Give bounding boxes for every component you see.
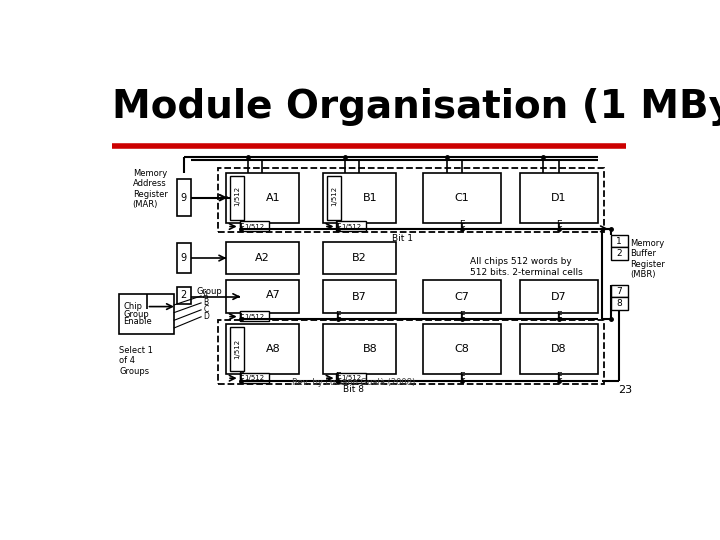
Bar	[520, 280, 598, 313]
Text: 8: 8	[616, 299, 622, 308]
Text: D8: D8	[551, 345, 567, 354]
Text: Memory
Address
Register
(MAR): Memory Address Register (MAR)	[132, 168, 168, 209]
Text: D: D	[203, 312, 209, 321]
Bar	[230, 176, 244, 220]
Text: Memory
Buffer
Register
(MBR): Memory Buffer Register (MBR)	[630, 239, 665, 279]
Text: All chips 512 words by: All chips 512 words by	[469, 256, 572, 266]
Text: E: E	[238, 372, 244, 381]
Text: Module Organisation (1 MByte): Module Organisation (1 MByte)	[112, 88, 720, 126]
Bar	[323, 280, 396, 313]
Text: D1: D1	[551, 193, 567, 202]
Text: B2: B2	[352, 253, 366, 263]
Text: 1/512: 1/512	[234, 186, 240, 206]
Bar	[611, 298, 628, 309]
Text: A1: A1	[266, 193, 281, 202]
Bar	[611, 235, 628, 247]
Text: E: E	[556, 310, 562, 320]
Bar	[120, 294, 174, 334]
Bar	[218, 168, 604, 232]
Text: A8: A8	[266, 345, 281, 354]
Text: 1/512: 1/512	[244, 375, 264, 381]
Bar	[520, 173, 598, 222]
Text: 9: 9	[181, 193, 186, 202]
Text: 2: 2	[181, 290, 187, 300]
Bar	[218, 320, 604, 383]
Bar	[240, 373, 269, 383]
Text: E: E	[238, 220, 244, 230]
Bar	[423, 280, 500, 313]
Bar	[225, 242, 300, 274]
Text: Chip: Chip	[123, 302, 143, 311]
Text: B7: B7	[352, 292, 366, 301]
Text: 512 bits. 2-terminal cells: 512 bits. 2-terminal cells	[469, 268, 582, 277]
Bar	[225, 173, 300, 222]
Bar	[327, 176, 341, 220]
Text: E: E	[336, 220, 341, 230]
Bar	[323, 325, 396, 374]
Text: E: E	[238, 310, 244, 320]
Text: A2: A2	[255, 253, 270, 263]
Bar	[323, 173, 396, 222]
Bar	[177, 244, 191, 273]
Text: D7: D7	[551, 292, 567, 301]
Text: 1/512: 1/512	[234, 339, 240, 360]
Bar	[423, 173, 500, 222]
Text: 7: 7	[616, 287, 622, 296]
Bar	[230, 327, 244, 372]
Text: Group: Group	[197, 287, 222, 296]
Text: 2: 2	[616, 249, 622, 258]
Bar	[323, 242, 396, 274]
Bar	[611, 247, 628, 260]
Text: C: C	[203, 305, 208, 314]
Text: 1/512: 1/512	[341, 375, 361, 381]
Text: E: E	[336, 372, 341, 381]
Text: 1/512: 1/512	[244, 224, 264, 230]
Bar	[240, 221, 269, 231]
Text: 9: 9	[181, 253, 186, 263]
Text: E: E	[556, 372, 562, 381]
Text: Group: Group	[123, 309, 149, 319]
Text: C8: C8	[454, 345, 469, 354]
Text: 1/512: 1/512	[244, 314, 264, 320]
Bar	[177, 179, 191, 217]
Text: 1/512: 1/512	[331, 186, 337, 206]
Text: 1: 1	[616, 237, 622, 246]
Text: Enable: Enable	[123, 318, 152, 326]
Bar	[177, 287, 191, 303]
Text: Select 1
of 4
Groups: Select 1 of 4 Groups	[120, 346, 153, 376]
Text: E: E	[459, 372, 465, 381]
Text: Bit 8: Bit 8	[343, 385, 364, 394]
Text: E: E	[556, 220, 562, 230]
Bar	[611, 285, 628, 298]
Text: E: E	[459, 310, 465, 320]
Text: E: E	[336, 310, 341, 320]
Bar	[336, 221, 366, 231]
Bar	[423, 325, 500, 374]
Text: B: B	[203, 298, 208, 307]
Bar	[240, 311, 269, 321]
Text: B1: B1	[363, 193, 378, 202]
Text: C1: C1	[454, 193, 469, 202]
Text: A: A	[203, 291, 208, 300]
Text: C7: C7	[454, 292, 469, 301]
Text: Rev. by Luciano Gualà (2008): Rev. by Luciano Gualà (2008)	[292, 377, 415, 387]
Text: 23: 23	[618, 384, 632, 395]
Bar	[520, 325, 598, 374]
Text: 1/512: 1/512	[341, 224, 361, 230]
Text: Bit 1: Bit 1	[392, 234, 413, 244]
Bar	[336, 373, 366, 383]
Text: A7: A7	[266, 290, 281, 300]
Bar	[225, 325, 300, 374]
Text: B8: B8	[363, 345, 378, 354]
Bar	[225, 280, 300, 313]
Text: E: E	[459, 220, 465, 230]
